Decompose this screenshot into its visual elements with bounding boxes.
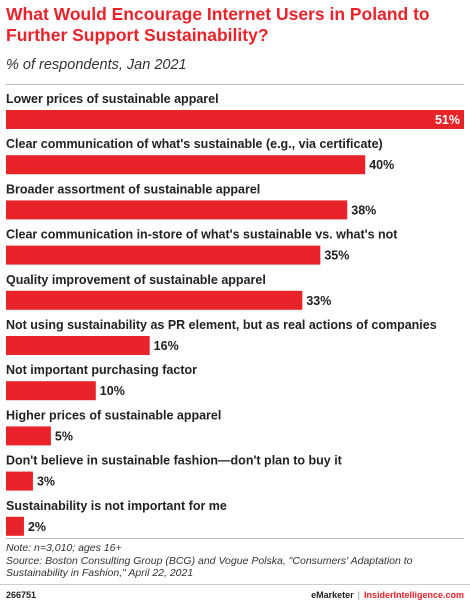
top-divider (6, 84, 464, 85)
chart-subtitle: % of respondents, Jan 2021 (6, 57, 187, 73)
footer-divider (0, 584, 470, 585)
chart-id: 266751 (6, 590, 37, 600)
bottom-divider (6, 538, 464, 539)
value-label: 2% (28, 520, 46, 534)
value-label: 3% (37, 475, 55, 489)
bar (6, 290, 303, 310)
bar (6, 426, 51, 446)
bar (6, 110, 464, 129)
chart-notes: Note: n=3,010; ages 16+ Source: Boston C… (6, 542, 466, 580)
bar (6, 381, 96, 401)
value-label: 10% (100, 384, 125, 398)
bar (6, 516, 24, 536)
category-label: Don't believe in sustainable fashion—don… (6, 454, 343, 468)
category-label: Clear communication of what's sustainabl… (6, 137, 383, 151)
category-label: Quality improvement of sustainable appar… (6, 273, 266, 287)
chart-title: What Would Encourage Internet Users in P… (6, 4, 430, 45)
value-label: 40% (369, 158, 394, 172)
category-label: Not important purchasing factor (6, 363, 197, 377)
category-label: Broader assortment of sustainable appare… (6, 182, 260, 196)
category-label: Not using sustainability as PR element, … (6, 318, 437, 332)
category-label: Clear communication in-store of what's s… (6, 228, 398, 242)
value-label: 51% (435, 113, 460, 127)
brand-insider-intelligence: InsiderIntelligence.com (363, 590, 464, 600)
brand-emarketer: eMarketer (311, 590, 354, 600)
bar (6, 471, 33, 491)
bar-chart: Lower prices of sustainable apparel 51% Cl… (6, 92, 464, 536)
bar (6, 336, 150, 355)
category-label: Lower prices of sustainable apparel (6, 92, 219, 106)
category-label: Higher prices of sustainable apparel (6, 408, 221, 422)
value-label: 5% (55, 429, 73, 443)
bar (6, 245, 321, 265)
source-text: Source: Boston Consulting Group (BCG) an… (6, 554, 413, 580)
value-label: 38% (351, 203, 376, 217)
value-label: 35% (324, 249, 349, 263)
bar (6, 200, 348, 220)
value-label: 33% (306, 294, 331, 308)
brand-credit: eMarketer | InsiderIntelligence.com (311, 590, 464, 600)
value-label: 16% (154, 339, 179, 353)
category-label: Sustainability is not important for me (6, 499, 227, 513)
brand-separator: | (357, 590, 360, 600)
note-text: Note: n=3,010; ages 16+ (6, 542, 122, 554)
bar (6, 155, 366, 175)
